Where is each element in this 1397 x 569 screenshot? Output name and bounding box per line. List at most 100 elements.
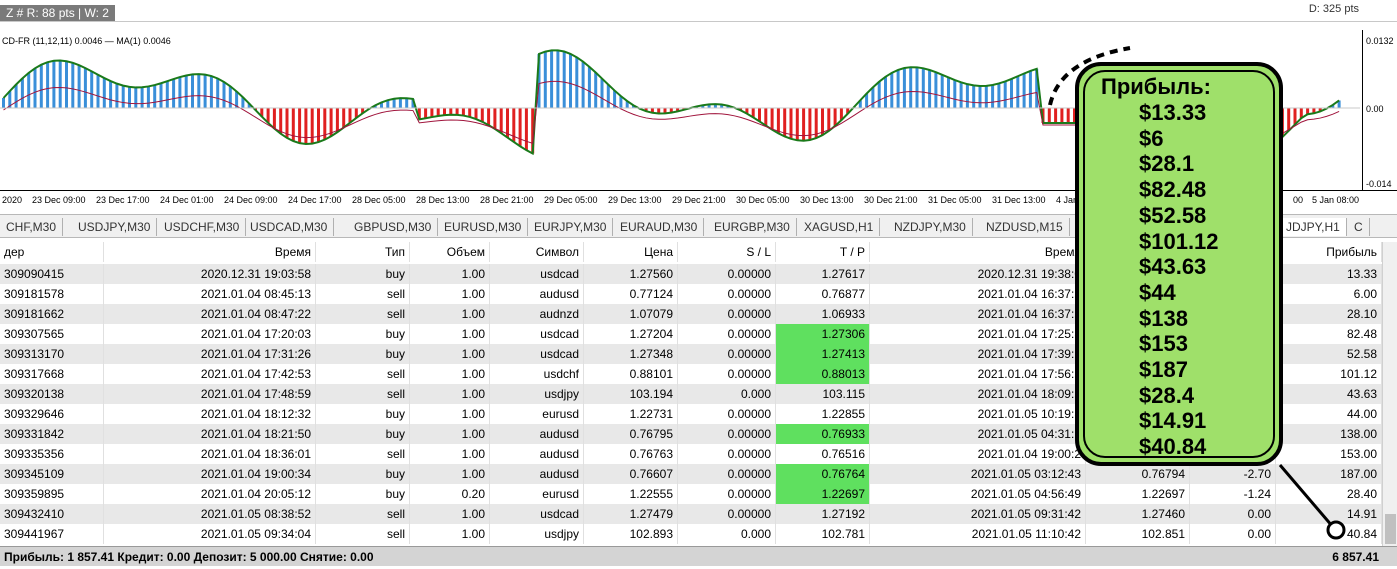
histogram-bar bbox=[335, 108, 339, 133]
table-cell: 1.00 bbox=[410, 504, 490, 524]
table-cell: 2020.12.31 19:38:0 bbox=[870, 264, 1086, 284]
table-cell: 0.76933 bbox=[776, 424, 870, 444]
tab-6[interactable]: EURJPY,M30 bbox=[528, 218, 614, 236]
table-row[interactable]: 309441967 2021.01.05 09:34:04 sell 1.00 usdj… bbox=[0, 524, 1382, 544]
table-cell: 1.27204 bbox=[584, 324, 678, 344]
column-header[interactable]: Цена bbox=[584, 242, 678, 262]
histogram-bar bbox=[1306, 108, 1310, 115]
table-row[interactable]: 309181662 2021.01.04 08:47:22 sell 1.00 audn… bbox=[0, 304, 1382, 324]
table-cell: 2021.01.04 17:56:5 bbox=[870, 364, 1086, 384]
histogram-bar bbox=[480, 108, 484, 122]
table-cell: buy bbox=[316, 424, 410, 444]
histogram-bar bbox=[417, 108, 421, 120]
table-cell: 1.00 bbox=[410, 324, 490, 344]
table-row[interactable]: 309329646 2021.01.04 18:12:32 buy 1.00 eurus… bbox=[0, 404, 1382, 424]
histogram-bar bbox=[474, 108, 478, 120]
callout-profit-item: $82.48 bbox=[1139, 177, 1207, 203]
histogram-bar bbox=[1337, 100, 1341, 108]
table-cell: 0.00000 bbox=[678, 304, 776, 324]
histogram-bar bbox=[2, 98, 5, 108]
table-cell: 2021.01.04 18:21:50 bbox=[104, 424, 316, 444]
callout-profit-item: $138 bbox=[1139, 305, 1188, 331]
column-header[interactable]: Объем bbox=[410, 242, 490, 262]
x-axis-label: 28 Dec 13:00 bbox=[416, 195, 470, 205]
table-cell: 309181662 bbox=[0, 304, 104, 324]
histogram-bar bbox=[915, 67, 919, 108]
tab-11[interactable]: NZDUSD,M15 bbox=[980, 218, 1070, 236]
table-row[interactable]: 309317668 2021.01.04 17:42:53 sell 1.00 usdc… bbox=[0, 364, 1382, 384]
table-row[interactable]: 309331842 2021.01.04 18:21:50 buy 1.00 audus… bbox=[0, 424, 1382, 444]
table-cell: usdcad bbox=[490, 504, 584, 524]
tab-2[interactable]: USDCHF,M30 bbox=[158, 218, 247, 236]
tab-1[interactable]: USDJPY,M30 bbox=[72, 218, 158, 236]
histogram-bar bbox=[865, 93, 869, 108]
table-row[interactable]: 309181578 2021.01.04 08:45:13 sell 1.00 audu… bbox=[0, 284, 1382, 304]
tab-5[interactable]: EURUSD,M30 bbox=[438, 218, 529, 236]
column-header[interactable]: Время bbox=[870, 242, 1086, 262]
scrollbar-thumb[interactable] bbox=[1385, 514, 1396, 544]
x-axis-label: 31 Dec 05:00 bbox=[928, 195, 982, 205]
histogram-bar bbox=[846, 108, 850, 114]
histogram-bar bbox=[676, 108, 680, 112]
callout-profit-item: $14.91 bbox=[1139, 408, 1207, 434]
table-row[interactable]: 309359895 2021.01.04 20:05:12 buy 0.20 eurus… bbox=[0, 484, 1382, 504]
tab-4[interactable]: GBPUSD,M30 bbox=[348, 218, 439, 236]
histogram-bar bbox=[443, 108, 446, 116]
histogram-bar bbox=[140, 87, 144, 108]
column-header[interactable]: дер bbox=[0, 242, 104, 262]
profit-callout: Прибыль: $13.33 $6 $28.1 $82.48 $52.58 $101.1… bbox=[1075, 62, 1283, 466]
x-axis-label: 2020 bbox=[2, 195, 23, 205]
column-header[interactable]: Прибыль bbox=[1276, 242, 1382, 262]
callout-profit-item: $28.4 bbox=[1139, 382, 1195, 408]
table-scrollbar[interactable] bbox=[1382, 242, 1397, 546]
table-cell: 309317668 bbox=[0, 364, 104, 384]
table-cell: 1.27560 bbox=[584, 264, 678, 284]
column-header[interactable]: S / L bbox=[678, 242, 776, 262]
table-row[interactable]: 309313170 2021.01.04 17:31:26 buy 1.00 usdca… bbox=[0, 344, 1382, 364]
table-row[interactable]: 309320138 2021.01.04 17:48:59 sell 1.00 usdj… bbox=[0, 384, 1382, 404]
histogram-bar bbox=[398, 98, 402, 108]
table-row[interactable]: 309345109 2021.01.04 19:00:34 buy 1.00 audus… bbox=[0, 464, 1382, 484]
tab-3[interactable]: USDCAD,M30 bbox=[244, 218, 335, 236]
histogram-bar bbox=[783, 108, 787, 137]
histogram-bar bbox=[191, 74, 194, 108]
column-header[interactable]: Символ bbox=[490, 242, 584, 262]
tab-8[interactable]: EURGBP,M30 bbox=[708, 218, 797, 236]
histogram-bar bbox=[758, 108, 761, 122]
table-cell: 187.00 bbox=[1276, 464, 1382, 484]
tab-7[interactable]: EURAUD,M30 bbox=[614, 218, 705, 236]
table-cell: 1.00 bbox=[410, 364, 490, 384]
tab-14[interactable]: C bbox=[1348, 218, 1370, 236]
histogram-bar bbox=[216, 78, 220, 108]
tab-10[interactable]: NZDJPY,M30 bbox=[888, 218, 973, 236]
column-header[interactable]: Тип bbox=[316, 242, 410, 262]
table-row[interactable]: 309307565 2021.01.04 17:20:03 buy 1.00 usdca… bbox=[0, 324, 1382, 344]
table-cell: 0.00000 bbox=[678, 364, 776, 384]
histogram-bar bbox=[972, 85, 976, 108]
table-cell: 2021.01.05 04:31:1 bbox=[870, 424, 1086, 444]
table-cell: audusd bbox=[490, 464, 584, 484]
histogram-bar bbox=[751, 108, 755, 118]
indicator-label: CD-FR (11,12,11) 0.0046 — MA(1) 0.0046 bbox=[2, 36, 171, 46]
histogram-bar bbox=[14, 84, 18, 108]
table-cell: usdcad bbox=[490, 344, 584, 364]
histogram-bar bbox=[953, 80, 957, 108]
histogram-bar bbox=[134, 87, 138, 108]
table-row[interactable]: 309432410 2021.01.05 08:38:52 sell 1.00 usdc… bbox=[0, 504, 1382, 524]
table-cell: 1.27617 bbox=[776, 264, 870, 284]
tab-0[interactable]: CHF,M30 bbox=[0, 218, 64, 236]
table-cell: 1.22731 bbox=[584, 404, 678, 424]
tab-13[interactable]: JDJPY,H1 bbox=[1280, 218, 1347, 236]
histogram-bar bbox=[115, 83, 119, 108]
column-header[interactable]: Время bbox=[104, 242, 316, 262]
tab-9[interactable]: XAGUSD,H1 bbox=[798, 218, 881, 236]
table-cell: 1.06933 bbox=[776, 304, 870, 324]
callout-profit-item: $28.1 bbox=[1139, 151, 1195, 177]
table-cell: 0.76795 bbox=[584, 424, 678, 444]
table-row[interactable]: 309090415 2020.12.31 19:03:58 buy 1.00 usdca… bbox=[0, 264, 1382, 284]
table-cell: 2021.01.05 09:34:04 bbox=[104, 524, 316, 544]
column-header[interactable]: T / P bbox=[776, 242, 870, 262]
table-cell: 309181578 bbox=[0, 284, 104, 304]
table-cell: 153.00 bbox=[1276, 444, 1382, 464]
histogram-bar bbox=[348, 108, 352, 123]
